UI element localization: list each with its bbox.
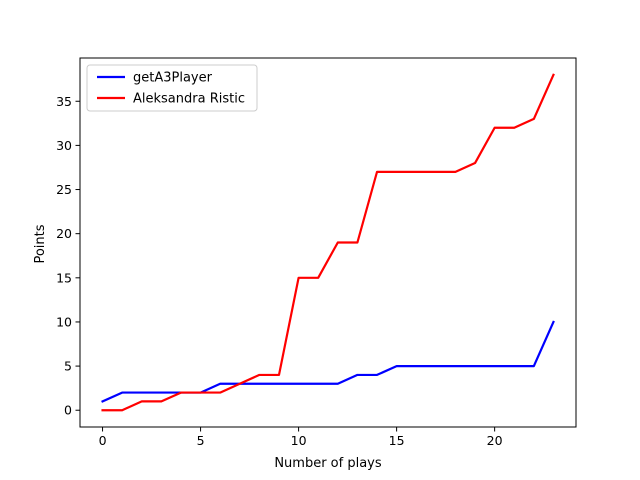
y-tick-label: 5 xyxy=(64,359,72,374)
legend: getA3Player Aleksandra Ristic xyxy=(86,64,258,112)
y-tick-label: 25 xyxy=(56,182,72,197)
y-tick-label: 30 xyxy=(56,138,72,153)
legend-label-2: Aleksandra Ristic xyxy=(133,92,245,107)
x-tick-label: 15 xyxy=(389,433,405,448)
x-tick-label: 20 xyxy=(487,433,503,448)
legend-label-1: getA3Player xyxy=(133,71,213,86)
series-line-2 xyxy=(101,73,555,412)
plot-frame xyxy=(79,57,577,428)
x-tick-label: 0 xyxy=(99,433,107,448)
y-axis-label: Points xyxy=(33,224,48,263)
series-line-1 xyxy=(101,320,555,403)
y-tick-label: 10 xyxy=(56,314,72,329)
x-axis-label: Number of plays xyxy=(274,456,382,471)
plot-area xyxy=(101,73,555,412)
x-tick-label: 10 xyxy=(291,433,307,448)
y-tick-label: 0 xyxy=(64,403,72,418)
y-tick-label: 15 xyxy=(56,270,72,285)
y-tick-label: 20 xyxy=(56,226,72,241)
y-tick-label: 35 xyxy=(56,94,72,109)
x-tick-label: 5 xyxy=(197,433,205,448)
legend-box xyxy=(86,64,258,112)
axes: 0 5 10 15 20 0 5 10 15 20 25 30 35 xyxy=(56,57,577,448)
